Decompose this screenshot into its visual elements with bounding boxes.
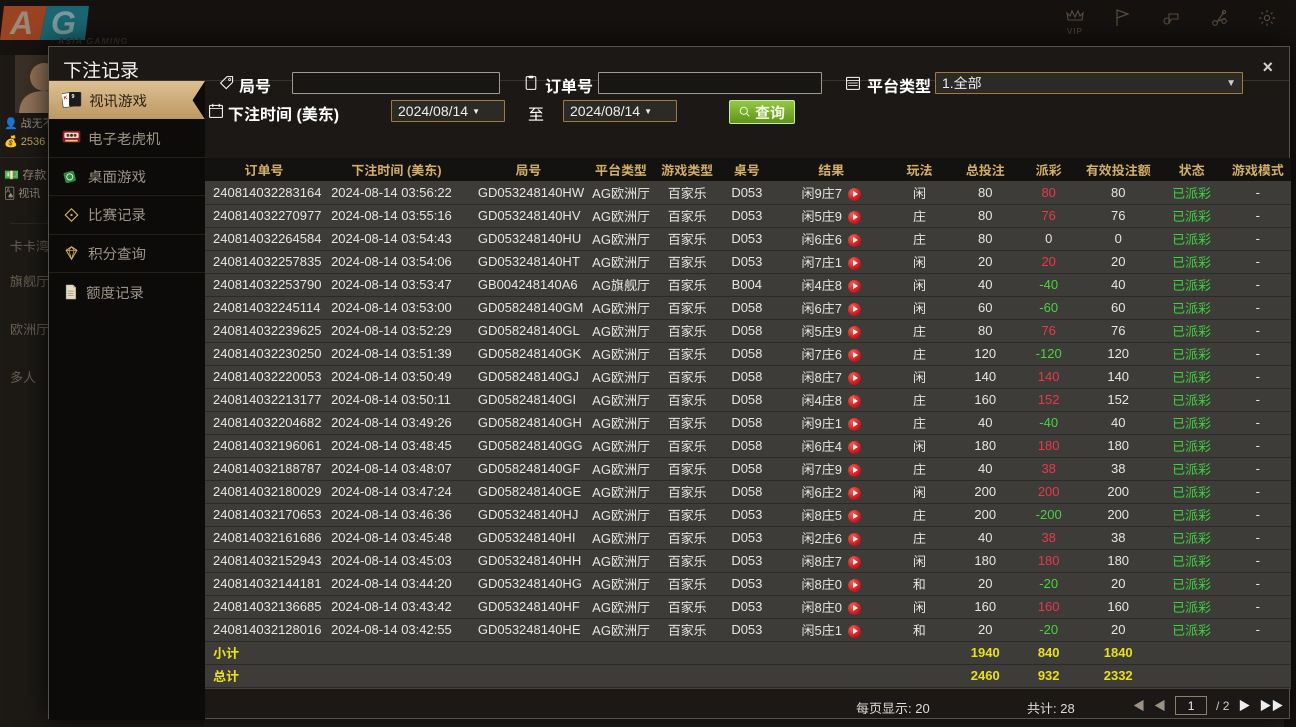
svg-text:9: 9	[72, 94, 75, 100]
svg-text:A: A	[9, 5, 33, 41]
svg-text:ASIA GAMING: ASIA GAMING	[57, 36, 129, 46]
